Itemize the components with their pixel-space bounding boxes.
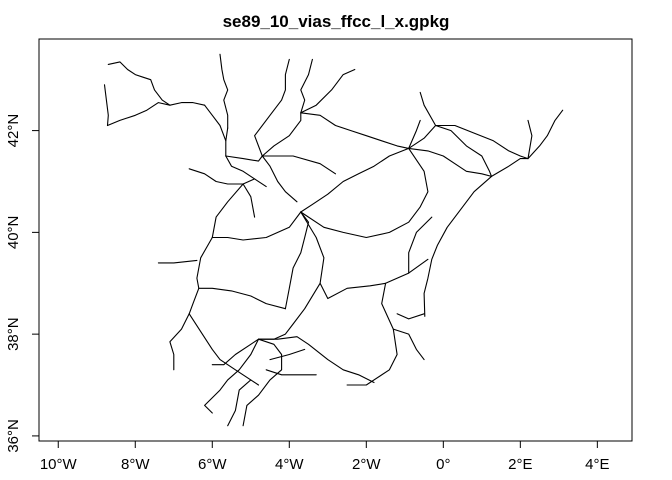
y-tick-label: 40°N — [5, 216, 22, 250]
railway-line — [269, 348, 306, 361]
x-tick-label: 4°E — [585, 456, 609, 473]
railway-line — [261, 155, 337, 175]
railway-line — [242, 338, 283, 427]
railway-line — [188, 313, 260, 386]
map-title: se89_10_vias_ffcc_l_x.gpkg — [223, 12, 450, 31]
x-axis: 10°W 8°W 6°W 4°W 2°W 0° 2°E 4°E — [40, 441, 610, 473]
x-tick-label: 0° — [436, 456, 450, 473]
x-tick-label: 6°W — [198, 456, 227, 473]
railway-line — [257, 336, 375, 384]
railway-line — [392, 328, 425, 361]
y-tick-label: 38°N — [5, 317, 22, 351]
y-axis: 36°N 38°N 40°N 42°N — [5, 114, 39, 453]
railway-line — [265, 369, 317, 376]
x-tick-label: 2°E — [508, 456, 532, 473]
railway-line — [254, 58, 290, 157]
railway-line — [107, 61, 171, 106]
railway-line — [300, 112, 410, 149]
railway-line — [408, 119, 421, 149]
railway-line — [211, 183, 244, 239]
plot-frame — [38, 38, 633, 442]
railway-line — [527, 119, 533, 160]
railway-line — [242, 183, 256, 218]
railway-line — [261, 58, 313, 157]
railway-line — [423, 175, 493, 317]
railway-line — [435, 124, 493, 177]
railway-line — [227, 379, 252, 427]
railway-line — [219, 53, 229, 129]
railway-line — [188, 236, 213, 315]
railway-line — [188, 168, 256, 185]
railway-line — [435, 124, 529, 160]
railway-line — [408, 147, 493, 177]
railway-line — [198, 287, 286, 310]
railway-line — [225, 127, 229, 142]
railway-line — [257, 282, 321, 340]
railway-line — [211, 338, 260, 366]
railway-line — [157, 259, 198, 264]
railway-line — [300, 147, 410, 213]
railway-line — [169, 313, 190, 371]
x-tick-label: 10°W — [40, 456, 78, 473]
railway-line — [490, 109, 564, 177]
railway-line — [211, 211, 302, 241]
x-tick-label: 8°W — [121, 456, 150, 473]
railway-line — [300, 211, 429, 300]
railway-line — [204, 338, 260, 414]
railway-line — [346, 282, 398, 386]
railway-lines — [103, 53, 564, 427]
railway-line — [225, 155, 267, 188]
railway-line — [204, 104, 227, 157]
railway-line — [261, 155, 298, 203]
railway-line — [300, 68, 356, 114]
railway-line — [408, 216, 433, 274]
x-tick-label: 2°W — [352, 456, 381, 473]
railway-line — [225, 155, 263, 162]
railway-line — [284, 211, 310, 310]
railway-line — [396, 313, 425, 320]
y-tick-label: 36°N — [5, 419, 22, 453]
x-tick-label: 4°W — [275, 456, 304, 473]
y-tick-label: 42°N — [5, 114, 22, 148]
railway-line — [106, 102, 206, 127]
railway-line — [300, 147, 429, 239]
railway-line — [103, 84, 109, 127]
